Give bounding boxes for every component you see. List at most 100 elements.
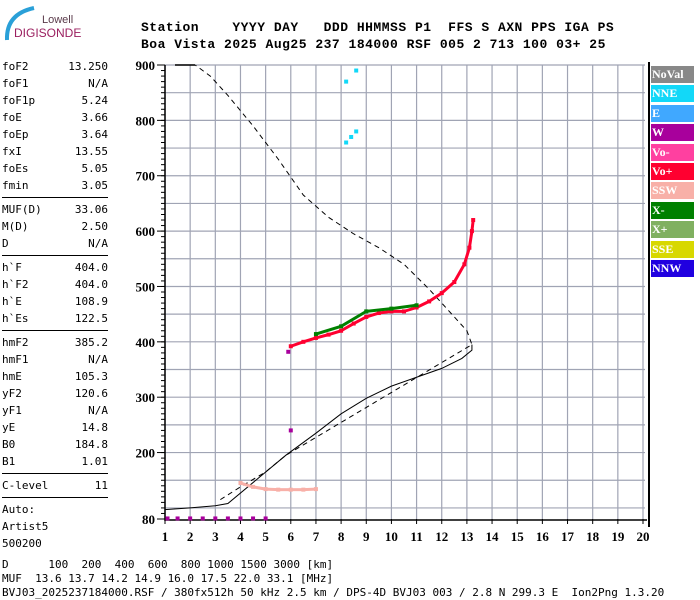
separator	[2, 473, 108, 474]
echo-point	[471, 218, 476, 223]
echo-trace-segment	[467, 230, 474, 248]
y-tick-label: 500	[136, 279, 156, 294]
legend-item: W	[651, 124, 694, 142]
y-tick-label: 800	[136, 113, 156, 128]
param-value: N/A	[88, 353, 108, 366]
param-row: fxI 13.55	[2, 143, 108, 160]
echo-trace-segment	[428, 291, 443, 303]
echo-trace-segment	[303, 487, 317, 492]
param-label: hmF1	[2, 353, 29, 366]
separator	[2, 330, 108, 331]
param-value: 184.8	[74, 438, 108, 451]
profile-solid-line	[164, 344, 473, 511]
param-row: MUF(D) 33.06	[2, 201, 108, 218]
x-tick-label: 12	[435, 529, 448, 544]
param-value: 33.06	[74, 203, 108, 216]
param-value: 105.3	[74, 370, 108, 383]
param-row: h`F 404.0	[2, 259, 108, 276]
separator	[2, 497, 108, 498]
x-tick-label: 3	[212, 529, 219, 544]
autoscaling-l3: 500200	[2, 537, 42, 550]
x-tick-label: 19	[611, 529, 625, 544]
param-label: foE	[2, 111, 22, 124]
y-tick-label: 300	[136, 390, 156, 405]
echo-trace-segment	[365, 311, 380, 319]
param-row: yE 14.8	[2, 419, 108, 436]
param-value: 1.01	[81, 455, 109, 468]
param-value: 5.24	[81, 94, 109, 107]
x-tick-label: 8	[338, 529, 345, 544]
echo-trace-segment	[315, 333, 329, 340]
logo-line1: Lowell	[42, 14, 74, 26]
param-value: 5.05	[81, 162, 109, 175]
param-label: h`E	[2, 295, 22, 308]
param-row: foE 3.66	[2, 109, 108, 126]
echo-point	[288, 428, 293, 433]
param-label: foEp	[2, 128, 29, 141]
echo-point	[354, 129, 359, 134]
echo-trace-segment	[340, 322, 355, 333]
distance-row: D 100 200 400 600 800 1000 1500 3000 [km…	[2, 558, 334, 571]
echo-point	[344, 140, 349, 145]
echo-trace-segment	[366, 307, 392, 313]
x-tick-label: 9	[363, 529, 370, 544]
param-label: M(D)	[2, 220, 29, 233]
param-value: N/A	[88, 237, 108, 250]
legend-divider	[648, 62, 650, 527]
echo-trace-segment	[391, 303, 417, 311]
param-label: C-level	[2, 479, 49, 492]
autoscaling-l1: Auto:	[2, 503, 36, 516]
param-label: hmF2	[2, 336, 29, 349]
echo-point	[414, 303, 419, 308]
x-tick-label: 4	[237, 529, 244, 544]
param-label: yF2	[2, 387, 22, 400]
echo-point	[225, 516, 230, 521]
echo-point	[238, 516, 243, 521]
separator	[2, 255, 108, 256]
x-tick-label: 10	[385, 529, 398, 544]
param-row: M(D) 2.50	[2, 218, 108, 235]
header-values: Boa Vista 2025 Aug25 237 184000 RSF 005 …	[141, 37, 606, 52]
echo-point	[313, 487, 318, 492]
param-label: foF2	[2, 60, 29, 73]
param-label: h`F	[2, 261, 22, 274]
echo-trace-segment	[265, 487, 279, 492]
echo-point	[213, 516, 218, 521]
param-label: B0	[2, 438, 16, 451]
param-row: fmin 3.05	[2, 177, 108, 194]
x-tick-label: 6	[288, 529, 295, 544]
param-row: foF1 N/A	[2, 75, 108, 92]
param-row: foF2 13.250	[2, 58, 108, 75]
echo-trace-segment	[340, 310, 368, 328]
x-tick-label: 5	[262, 529, 269, 544]
echo-trace-segment	[352, 315, 367, 325]
y-tick-label: 900	[136, 58, 156, 73]
legend-item: SSE	[651, 240, 694, 258]
header-labels: Station YYYY DAY DDD HHMMSS P1 FFS S AXN…	[141, 20, 615, 35]
echo-point	[263, 516, 268, 521]
echo-trace-segment	[462, 247, 471, 265]
echo-point	[175, 516, 180, 521]
x-tick-label: 14	[486, 529, 500, 544]
legend-item: NNE	[651, 85, 694, 103]
muf-row: MUF 13.6 13.7 14.2 14.9 16.0 17.5 22.0 3…	[2, 572, 334, 585]
echo-point	[251, 516, 256, 521]
param-row: h`Es 122.5	[2, 310, 108, 327]
x-tick-label: 11	[410, 529, 422, 544]
x-tick-label: 18	[586, 529, 600, 544]
x-tick-label: 17	[561, 529, 575, 544]
y-tick-label: 200	[136, 446, 156, 461]
legend: NoVal NNE E W Vo- Vo+ SSW X- X+ SSE NNW	[651, 66, 694, 279]
echo-point	[354, 68, 359, 73]
param-row: foEs 5.05	[2, 160, 108, 177]
param-label: fmin	[2, 179, 29, 192]
y-tick-label: 700	[136, 169, 156, 184]
logo-arc-icon	[4, 6, 35, 41]
param-value: N/A	[88, 77, 108, 90]
echo-trace-segment	[453, 263, 466, 283]
param-row: B0 184.8	[2, 436, 108, 453]
param-row: hmE 105.3	[2, 368, 108, 385]
param-label: MUF(D)	[2, 203, 42, 216]
param-row: foEp 3.64	[2, 126, 108, 143]
param-label: yF1	[2, 404, 22, 417]
